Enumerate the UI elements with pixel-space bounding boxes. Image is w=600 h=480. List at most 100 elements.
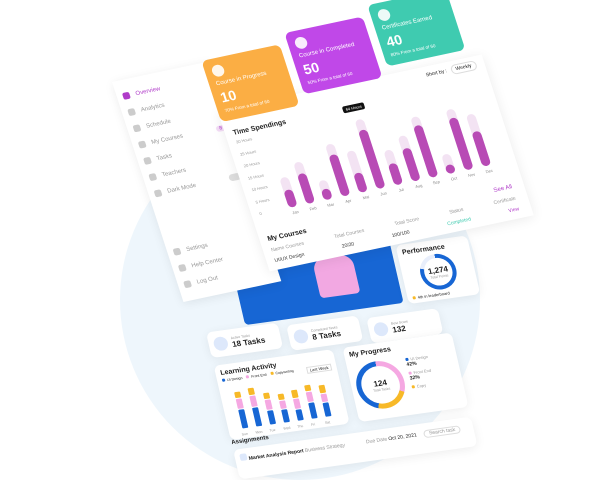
sidebar-item-label: Settings — [185, 242, 209, 253]
help-icon — [177, 263, 187, 273]
sidebar-item-label: Log Out — [195, 274, 219, 286]
view-certificate-button[interactable]: View — [507, 206, 521, 215]
month-label: Jul — [397, 186, 405, 193]
list-icon — [212, 335, 230, 352]
chart-tooltip: 64 Hours — [341, 102, 366, 114]
stacked-bar-segment — [249, 395, 258, 407]
chart-icon — [127, 107, 137, 117]
stacked-bar-segment — [277, 393, 285, 401]
column-header: Total Score — [393, 216, 421, 228]
status-badge: Completed — [446, 216, 472, 228]
bar-mai[interactable] — [353, 171, 369, 194]
column-header: Status — [448, 206, 465, 216]
stacked-bar-segment — [318, 384, 327, 393]
due-date: Oct 20, 2021 — [387, 432, 418, 443]
legend-swatch — [408, 371, 412, 375]
course-name: UI/UX Design — [273, 251, 306, 264]
sort-select[interactable]: Weekly — [449, 60, 479, 76]
y-tick-label: 5 Hours — [254, 196, 270, 205]
progress-label: Copy — [416, 382, 427, 389]
task-value: 132 — [391, 323, 407, 335]
stacked-bar-segment — [279, 400, 287, 410]
legend-swatch — [405, 357, 409, 362]
bar-feb[interactable] — [296, 172, 316, 205]
day-label: Thu — [296, 424, 304, 429]
sort-label: Short by : — [425, 68, 448, 79]
bar-mar[interactable] — [320, 187, 333, 201]
calendar-icon — [132, 124, 142, 133]
see-all-link[interactable]: See All — [492, 184, 514, 194]
bar-jul[interactable] — [387, 162, 404, 186]
y-tick-label: 20 Hours — [243, 160, 261, 169]
day-label: Mon — [255, 429, 263, 435]
legend-label: UI Design — [226, 376, 243, 383]
bar-jan[interactable] — [283, 188, 298, 208]
check-icon — [293, 35, 309, 50]
month-label: Oct — [450, 175, 458, 182]
sort-control: Short by : Weekly — [424, 60, 479, 80]
stacked-bar-segment — [262, 392, 271, 400]
legend-swatch — [245, 375, 250, 379]
day-label: Sat — [324, 420, 331, 425]
check-icon — [292, 328, 310, 345]
y-tick-label: 15 Hours — [246, 172, 265, 181]
month-label: Dec — [484, 167, 494, 175]
sidebar-item-label: Tasks — [155, 152, 173, 162]
stacked-bar-segment — [238, 408, 249, 429]
stacked-bar-segment — [305, 391, 314, 403]
search-input[interactable]: Search task — [423, 425, 462, 439]
gear-icon — [172, 247, 182, 256]
sidebar-item-label: Dark Mode — [166, 182, 198, 195]
certificate-icon — [376, 7, 392, 22]
grid-icon — [121, 91, 131, 100]
sidebar-item-label: My Courses — [150, 133, 184, 146]
stacked-bar-segment — [266, 409, 277, 425]
stacked-bar-segment — [290, 389, 299, 399]
month-label: Jan — [291, 209, 300, 216]
bar-oct[interactable] — [444, 163, 457, 175]
stacked-bar-segment — [235, 398, 244, 409]
legend-swatch — [270, 371, 274, 376]
column-header: Total Courses — [333, 227, 366, 241]
stacked-bar-segment — [292, 398, 302, 409]
legend-label: Front End — [250, 372, 268, 379]
month-label: Aug — [414, 182, 423, 190]
month-label: Apr — [344, 197, 353, 205]
performance-rank: 4th in leaderboard — [417, 290, 451, 300]
y-tick-label: 25 Hours — [239, 148, 257, 157]
stacked-bar-segment — [264, 399, 273, 410]
logout-icon — [183, 280, 193, 289]
sidebar-item-label: Analytics — [140, 102, 166, 113]
sidebar-item-label: Teachers — [161, 167, 187, 178]
chart-icon — [239, 453, 248, 462]
stacked-bar-segment — [308, 402, 318, 419]
day-label: Tue — [269, 427, 276, 433]
medal-icon — [372, 321, 390, 338]
month-label: Nov — [467, 171, 476, 178]
task-icon — [143, 156, 153, 165]
bar-aug[interactable] — [401, 147, 421, 182]
card-certificates[interactable]: Certificates Earned 40 80% From a total … — [367, 0, 466, 67]
stacked-bar-segment — [251, 406, 263, 427]
my-progress: My Progress 124 Total Tasks UI Design 42%… — [342, 332, 469, 423]
stacked-bar-segment — [295, 408, 304, 421]
bar-apr[interactable] — [328, 153, 351, 197]
task-card[interactable]: Active Tasks 18 Tasks — [206, 322, 284, 359]
assignment-sub: Business Strategy — [304, 442, 346, 454]
legend-swatch — [411, 385, 416, 389]
sidebar-item-label: Schedule — [145, 118, 172, 130]
book-icon — [210, 63, 226, 78]
y-tick-label: 0 — [258, 210, 263, 217]
month-label: Sep — [432, 179, 441, 186]
bar-dec[interactable] — [471, 130, 492, 167]
moon-icon — [153, 189, 163, 198]
column-header: Certificate — [492, 195, 517, 207]
day-label: Fri — [310, 422, 316, 427]
month-label: Mar — [326, 201, 335, 208]
stacked-bar-segment — [247, 387, 255, 395]
month-label: Feb — [308, 205, 318, 212]
due-label: Due Date — [365, 436, 388, 446]
y-tick-label: 10 Hours — [250, 184, 269, 193]
month-label: Jun — [379, 190, 388, 197]
sidebar-item-label: Overview — [134, 85, 162, 97]
